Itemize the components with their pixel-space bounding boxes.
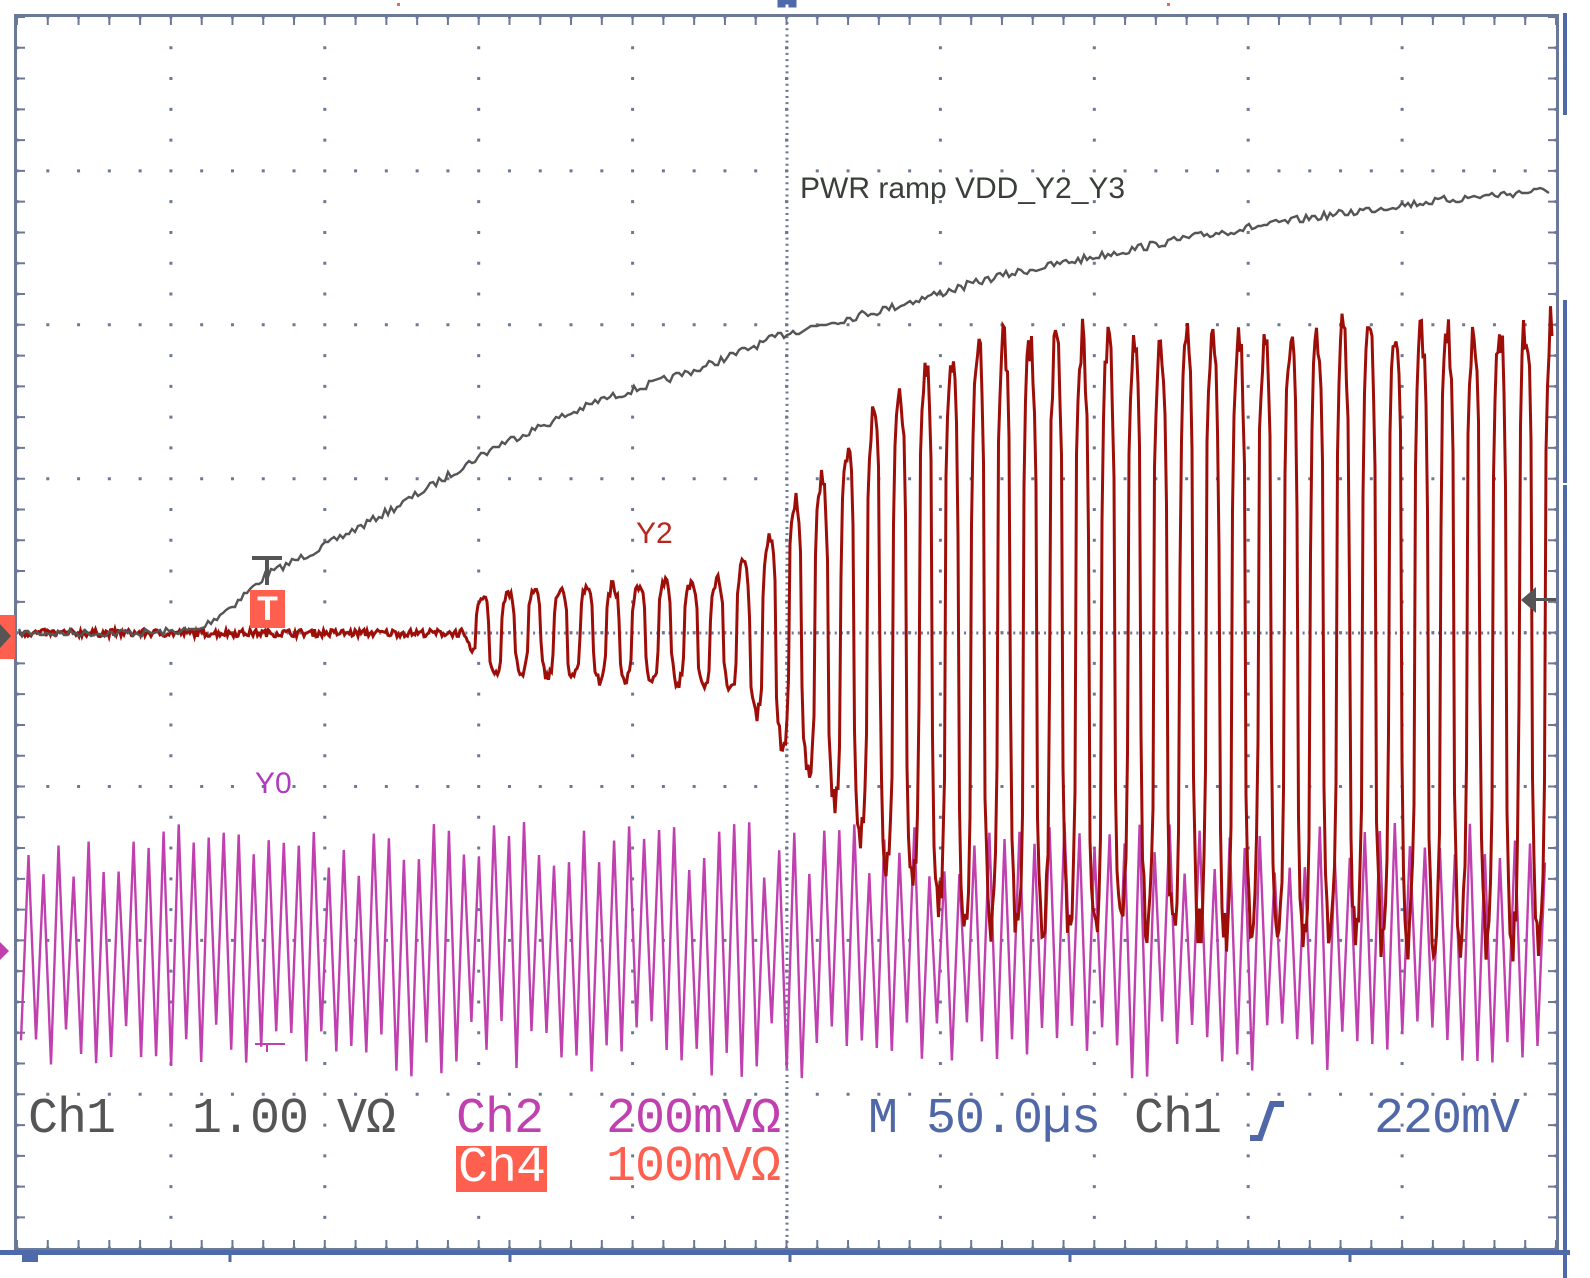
ch1-name: Ch1 — [28, 1091, 116, 1148]
bottom-tick — [228, 1254, 232, 1262]
channel-markers — [0, 556, 1556, 1052]
ch2-ground-arrow-icon — [0, 942, 9, 960]
rising-edge-icon — [1248, 1100, 1288, 1147]
horizontal-position-marker — [777, 0, 797, 8]
trace-pwr-ramp-ch1 — [17, 186, 1550, 639]
trace-y0-ch2 — [19, 822, 1547, 1079]
right-bar-segment — [1563, 13, 1567, 115]
ch4-name: Ch4 — [456, 1140, 548, 1197]
top-cursor-marker — [397, 3, 400, 6]
ch2-marker-tick — [255, 1043, 285, 1052]
bottom-tick — [508, 1254, 512, 1262]
ch4-scale: 100mVΩ — [606, 1139, 781, 1196]
plot-border — [14, 14, 1559, 1251]
timebase: M 50.0µs — [868, 1091, 1101, 1148]
trigger-source: Ch1 — [1134, 1091, 1222, 1148]
right-bar-segment — [1563, 300, 1567, 483]
bottom-tick — [788, 1254, 792, 1262]
label-y0: Y0 — [255, 767, 292, 800]
ch2-scale: 200mVΩ — [606, 1091, 781, 1148]
bottom-tick — [1068, 1254, 1072, 1262]
bottom-tick — [1348, 1254, 1352, 1262]
trigger-level-arrow-icon — [1521, 587, 1556, 613]
trigger-level-marker — [252, 556, 282, 585]
trigger-level: 220mV — [1374, 1091, 1520, 1148]
right-bar-segment — [1563, 485, 1567, 1278]
label-pwr-ramp: PWR ramp VDD_Y2_Y3 — [800, 172, 1126, 205]
top-cursor-marker — [1167, 3, 1170, 6]
ch1-ground-arrow-icon — [0, 624, 11, 648]
ch2-name: Ch2 — [456, 1091, 544, 1148]
trace-y2-ch4 — [18, 306, 1554, 963]
trigger-marker[interactable]: T — [250, 590, 285, 628]
ch1-scale: 1.00 VΩ — [192, 1091, 396, 1148]
horizontal-scroll-marker — [22, 1254, 38, 1262]
label-y2: Y2 — [636, 517, 673, 550]
bottom-bar — [0, 1250, 1570, 1255]
